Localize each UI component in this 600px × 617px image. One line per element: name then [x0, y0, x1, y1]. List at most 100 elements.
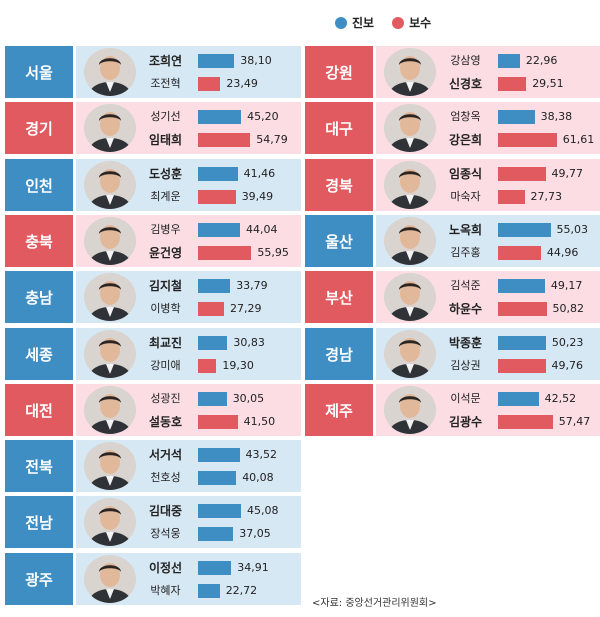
vote-share-label: 43,52 — [245, 448, 278, 461]
candidate-panel: 임종식 49,77 마숙자 27,73 — [376, 159, 600, 211]
candidate-name: 이정선 — [148, 561, 183, 575]
vote-bar — [498, 190, 525, 204]
candidate-name: 김지철 — [148, 279, 183, 293]
vote-bar — [198, 279, 231, 293]
vote-bar — [198, 561, 232, 575]
vote-bar — [198, 584, 220, 598]
vote-bar — [198, 336, 228, 350]
vote-share-label: 54,79 — [256, 133, 288, 146]
candidate-name: 서거석 — [148, 448, 183, 462]
region-label: 전북 — [5, 440, 73, 492]
candidate-name: 도성훈 — [148, 167, 183, 181]
vote-share-label: 39,49 — [241, 190, 274, 203]
vote-share-label: 44,96 — [546, 246, 579, 259]
region-label: 광주 — [5, 553, 73, 605]
candidate-portrait — [384, 386, 436, 434]
region-label: 전남 — [5, 496, 73, 548]
vote-share-label: 27,29 — [230, 302, 262, 315]
candidate-portrait — [84, 161, 136, 209]
vote-share-label: 50,82 — [552, 302, 585, 315]
vote-bar — [498, 392, 539, 406]
region-label: 대전 — [5, 384, 73, 436]
vote-bar — [498, 246, 541, 260]
region-card: 강원 강삼영 22,96 신경호 29,51 — [305, 46, 600, 98]
region-card: 울산 노옥희 55,03 김주홍 44,96 — [305, 215, 600, 267]
region-label: 경북 — [305, 159, 373, 211]
candidate-name: 김대중 — [148, 504, 183, 518]
candidate-portrait — [84, 555, 136, 603]
vote-share-label: 23,49 — [226, 77, 258, 90]
vote-share-label: 41,50 — [243, 415, 276, 428]
vote-bar — [198, 190, 236, 204]
vote-bar — [198, 54, 235, 68]
candidate-name: 김주홍 — [450, 246, 481, 259]
vote-share-label: 61,61 — [562, 133, 595, 146]
vote-bar — [198, 448, 240, 462]
candidate-name: 김광수 — [448, 415, 483, 429]
candidate-name: 조전혁 — [150, 77, 181, 90]
vote-share-label: 49,17 — [550, 279, 583, 292]
vote-share-label: 19,30 — [222, 359, 254, 372]
region-label: 서울 — [5, 46, 73, 98]
region-card: 광주 이정선 34,91 박혜자 22,72 — [5, 553, 301, 605]
candidate-name: 성기선 — [150, 110, 181, 123]
candidate-name: 윤건영 — [148, 246, 183, 260]
candidate-name: 하윤수 — [448, 302, 483, 316]
region-label: 경기 — [5, 102, 73, 154]
candidate-name: 성광진 — [150, 392, 181, 405]
vote-bar — [498, 279, 545, 293]
candidate-panel: 성광진 30,05 설동호 41,50 — [76, 384, 301, 436]
vote-bar — [198, 110, 242, 124]
candidate-name: 이병학 — [150, 302, 181, 315]
region-card: 경북 임종식 49,77 마숙자 27,73 — [305, 159, 600, 211]
vote-share-label: 41,46 — [243, 167, 276, 180]
region-card: 제주 이석문 42,52 김광수 57,47 — [305, 384, 600, 436]
region-card: 경기 성기선 45,20 임태희 54,79 — [5, 102, 301, 154]
candidate-panel: 서거석 43,52 천호성 40,08 — [76, 440, 301, 492]
region-label: 제주 — [305, 384, 373, 436]
region-label: 충북 — [5, 215, 73, 267]
candidate-panel: 강삼영 22,96 신경호 29,51 — [376, 46, 600, 98]
candidate-panel: 도성훈 41,46 최계운 39,49 — [76, 159, 301, 211]
candidate-name: 임종식 — [448, 167, 483, 181]
vote-share-label: 44,04 — [246, 223, 278, 236]
vote-bar — [198, 392, 227, 406]
candidate-name: 임태희 — [148, 133, 183, 147]
vote-bar — [198, 302, 224, 316]
region-card: 대구 엄창옥 38,38 강은희 61,61 — [305, 102, 600, 154]
vote-share-label: 37,05 — [239, 527, 271, 540]
region-label: 세종 — [5, 328, 73, 380]
candidate-panel: 이석문 42,52 김광수 57,47 — [376, 384, 600, 436]
legend-swatch — [335, 16, 347, 29]
candidate-panel: 성기선 45,20 임태희 54,79 — [76, 102, 301, 154]
region-label: 강원 — [305, 46, 373, 98]
region-card: 부산 김석준 49,17 하윤수 50,82 — [305, 271, 600, 323]
candidate-name: 최계운 — [150, 190, 181, 203]
candidate-name: 엄창옥 — [450, 110, 481, 123]
candidate-portrait — [84, 273, 136, 321]
vote-share-label: 49,76 — [551, 359, 584, 372]
region-label: 대구 — [305, 102, 373, 154]
region-card: 전북 서거석 43,52 천호성 40,08 — [5, 440, 301, 492]
vote-bar — [198, 77, 221, 91]
vote-share-label: 34,91 — [237, 561, 269, 574]
candidate-portrait — [84, 442, 136, 490]
vote-share-label: 29,51 — [532, 77, 564, 90]
candidate-name: 김병우 — [150, 223, 181, 236]
candidate-portrait — [84, 104, 136, 152]
candidate-panel: 이정선 34,91 박혜자 22,72 — [76, 553, 301, 605]
candidate-portrait — [384, 104, 436, 152]
vote-share-label: 22,96 — [525, 54, 558, 67]
vote-bar — [198, 246, 252, 260]
candidate-name: 노옥희 — [448, 223, 483, 237]
region-label: 부산 — [305, 271, 373, 323]
candidate-name: 박혜자 — [150, 584, 181, 597]
candidate-name: 강은희 — [448, 133, 483, 147]
candidate-panel: 김병우 44,04 윤건영 55,95 — [76, 215, 301, 267]
vote-share-label: 49,77 — [551, 167, 584, 180]
vote-bar — [198, 471, 237, 485]
candidate-portrait — [84, 217, 136, 265]
candidate-panel: 김지철 33,79 이병학 27,29 — [76, 271, 301, 323]
candidate-panel: 김대중 45,08 장석웅 37,05 — [76, 496, 301, 548]
vote-share-label: 45,20 — [247, 110, 279, 123]
